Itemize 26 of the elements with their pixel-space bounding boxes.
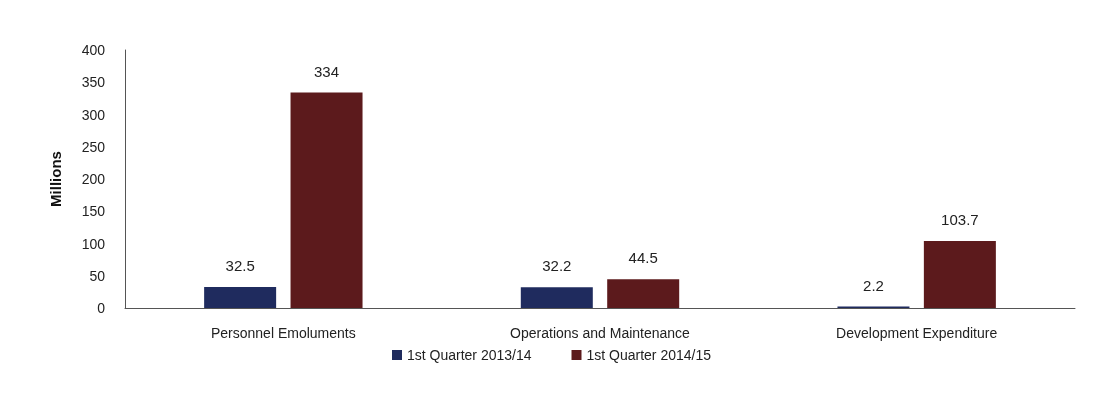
x-tick-label: Operations and Maintenance [510,325,691,341]
x-tick-label: Personnel Emoluments [210,325,356,341]
y-tick-label: 200 [81,171,106,187]
y-axis-title: Millions [47,151,64,207]
y-tick-label: 50 [89,267,106,284]
bar [607,279,680,308]
y-tick-label: 0 [97,300,106,316]
y-tick-label: 350 [81,74,106,91]
data-label: 44.5 [628,249,658,267]
legend-label: 1st Quarter 2014/15 [586,347,712,363]
data-label: 103.7 [941,211,979,229]
data-label: 334 [314,62,340,80]
y-tick-label: 150 [81,203,106,220]
data-label: 2.2 [863,276,884,294]
y-tick-label: 400 [81,42,106,58]
y-tick-label: 100 [81,235,106,252]
y-tick-label: 250 [81,138,106,155]
bar [923,241,996,308]
legend-label: 1st Quarter 2013/14 [406,347,532,363]
bar [204,287,277,308]
x-tick-label: Development Expenditure [836,325,998,341]
bar [290,92,363,308]
data-label: 32.2 [542,257,572,275]
y-tick-label: 300 [81,106,106,123]
bar [520,287,593,308]
data-label: 32.5 [225,257,255,275]
